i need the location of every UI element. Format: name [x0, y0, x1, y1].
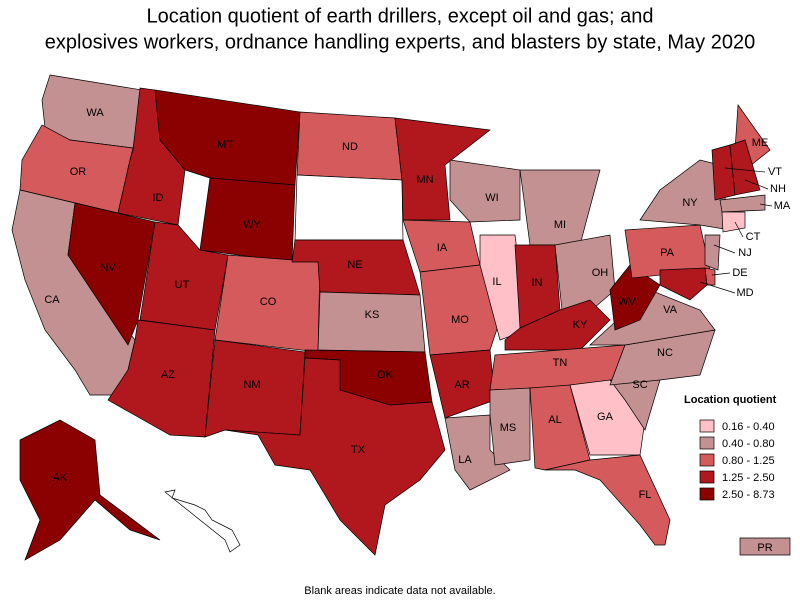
leader-line — [724, 167, 766, 173]
state-label: TN — [553, 357, 568, 369]
state-label: MT — [217, 139, 233, 151]
state-label: NC — [657, 347, 673, 359]
state — [544, 454, 671, 546]
state-label: WV — [618, 296, 636, 308]
legend-label: 0.80 - 1.25 — [722, 455, 775, 467]
legend-swatch — [699, 487, 715, 501]
state-label: MI — [554, 219, 566, 231]
states — [11, 74, 791, 561]
state-label: CO — [260, 296, 277, 308]
state — [419, 264, 501, 356]
state — [449, 159, 521, 223]
state-label: OH — [592, 267, 609, 279]
state — [704, 234, 721, 271]
state-label: NJ — [738, 247, 751, 259]
state-label: MA — [774, 200, 791, 212]
state-label: KY — [573, 319, 588, 331]
leader-line — [744, 179, 769, 190]
title-line: Location quotient of earth drillers, exc… — [147, 5, 654, 27]
state-label: MN — [416, 174, 433, 186]
leader-line — [734, 221, 744, 238]
state-label: NM — [243, 379, 260, 391]
legend-title: Location quotient — [684, 394, 777, 406]
state — [317, 291, 426, 353]
state — [394, 117, 491, 221]
legend-label: 1.25 - 2.50 — [722, 472, 775, 484]
state-label: GA — [597, 411, 614, 423]
legend-swatch — [699, 419, 715, 433]
legend-swatch — [699, 470, 715, 484]
state-label: WI — [485, 192, 498, 204]
state — [19, 419, 161, 561]
state-label: WY — [243, 219, 261, 231]
state — [504, 299, 611, 351]
title-line: explosives workers, ordnance handling ex… — [45, 31, 755, 53]
state-label: IN — [532, 277, 543, 289]
state-label: PR — [757, 542, 772, 554]
state-label: ID — [153, 192, 164, 204]
state-label: MS — [500, 422, 517, 434]
leader-line — [713, 244, 736, 254]
state — [609, 329, 716, 386]
state-label: NV — [100, 262, 116, 274]
state-label: ME — [752, 137, 769, 149]
state-label: TX — [351, 444, 366, 456]
state-labels: WA OR CA NV ID MT WY UT AZ CO NM ND NE KS OK TX MN IA MO AR… — [44, 107, 791, 554]
state-label: CA — [44, 294, 60, 306]
legend-swatch — [699, 436, 715, 450]
state-label: OK — [377, 369, 394, 381]
state-label: LA — [458, 454, 472, 466]
state-label: AL — [548, 414, 561, 426]
state-label: DE — [732, 267, 747, 279]
legend-swatch — [699, 453, 715, 467]
state — [224, 357, 446, 556]
leader-line — [711, 272, 731, 276]
state-label: AZ — [161, 369, 175, 381]
state-label: VA — [663, 304, 678, 316]
state — [67, 202, 156, 346]
legend-label: 0.40 - 0.80 — [722, 438, 775, 450]
state-label: IA — [437, 242, 448, 254]
legend-label: 2.50 - 8.73 — [722, 489, 775, 501]
state-label: CT — [746, 231, 761, 243]
state-label: FL — [639, 489, 652, 501]
state — [659, 267, 708, 301]
state — [489, 387, 531, 466]
state — [164, 489, 241, 553]
state — [609, 264, 661, 331]
leader-line — [699, 281, 736, 294]
state-label: AK — [53, 472, 68, 484]
state-label: NH — [770, 183, 786, 195]
state — [729, 139, 761, 196]
state-label: MO — [451, 314, 469, 326]
footnote: Blank areas indicate data not available. — [304, 585, 495, 597]
leader-line — [759, 203, 773, 207]
legend-label: 0.16 - 0.40 — [722, 421, 775, 433]
state-label: NE — [347, 259, 362, 271]
state — [739, 537, 791, 556]
state — [554, 234, 616, 321]
state — [719, 194, 766, 213]
state — [107, 319, 216, 438]
state-label: MD — [736, 287, 753, 299]
state — [519, 169, 601, 246]
state-label: KS — [365, 309, 380, 321]
state — [294, 174, 404, 241]
state-label: AR — [454, 379, 469, 391]
state-label: OR — [70, 166, 87, 178]
state — [721, 211, 746, 233]
state-label: WA — [86, 107, 104, 119]
state-label: ND — [342, 141, 358, 153]
state-label: NY — [682, 197, 698, 209]
state-label: UT — [175, 279, 190, 291]
state-label: SC — [632, 379, 647, 391]
state-label: VT — [768, 166, 782, 178]
state-label: PA — [660, 247, 675, 259]
state-label: IL — [492, 276, 501, 288]
